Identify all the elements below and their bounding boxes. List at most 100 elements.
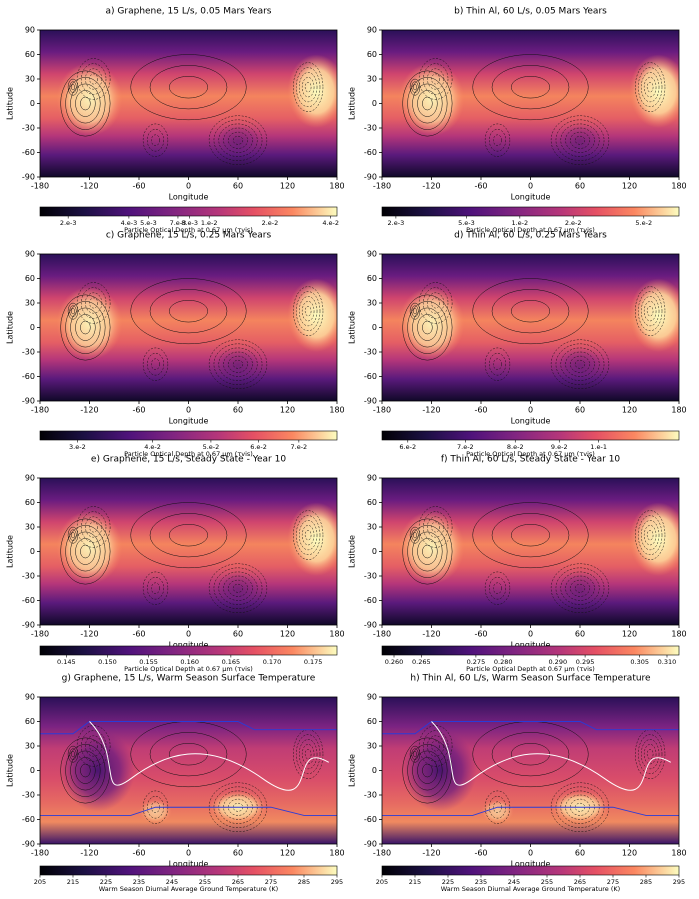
y-tick-label: -90 [22,840,35,849]
contour [301,77,315,98]
contour [637,67,663,108]
contour [142,123,169,157]
panel-title: b) Thin Al, 60 L/s, 0.05 Mars Years [454,7,607,17]
colorbar-tick-label: 225 [442,878,454,886]
y-tick-label: -30 [22,791,35,800]
map-feature [213,123,263,157]
x-tick-label: -60 [474,849,487,858]
y-tick-label: 90 [367,474,377,483]
contour [637,734,663,775]
colorbar-tick-label: 1.e-2 [201,219,218,227]
y-tick-label: -90 [364,397,377,406]
x-tick-label: -60 [474,406,487,415]
contour [60,70,111,137]
contour [295,291,321,332]
x-tick-label: 0 [528,630,533,639]
contour [555,119,605,161]
contour [301,525,315,546]
contour [413,308,417,315]
panel-title: g) Graphene, 15 L/s, Warm Season Surface… [62,674,316,684]
contour [76,506,111,548]
y-tick-label: 0 [30,99,35,108]
panel: c) Graphene, 15 L/s, 0.25 Mars Years -180… [6,231,345,459]
map-feature [287,54,337,128]
panel: a) Graphene, 15 L/s, 0.05 Mars Years -180… [6,7,345,235]
contour [151,358,160,370]
contour [85,292,103,314]
contour [565,351,595,377]
colorbar-tick-label: 225 [100,878,112,886]
map-feature [555,123,605,157]
y-tick-label: -60 [22,815,35,824]
contour [70,531,101,572]
colorbar-label: Particle Optical Depth at 0.67 µm (τvis) [466,450,595,458]
contour [411,748,419,760]
contour [418,725,453,767]
x-axis-label: Longitude [169,860,209,869]
contour [550,339,610,389]
colorbar-tick-label: 4.e-2 [322,219,339,227]
contour [412,83,443,124]
panel: d) Thin Al, 60 L/s, 0.25 Mars Years-180-… [348,231,687,459]
colorbar-tick-label: 8.e-2 [507,443,524,451]
x-tick-label: 60 [233,849,243,858]
y-axis-label: Latitude [6,87,15,120]
contour [65,77,106,130]
contour [407,77,448,130]
contour [149,513,228,558]
map-feature [629,502,679,576]
contour [304,82,312,93]
contour [147,577,164,600]
contour [407,301,448,354]
contour [218,571,258,605]
contour [69,305,77,317]
colorbar-tick-label: 215 [409,878,421,886]
contour [637,515,663,556]
colorbar-tick-label: 265 [232,878,244,886]
contour [60,294,111,361]
y-tick-label: 60 [367,717,377,726]
contour [89,521,98,533]
colorbar-tick-label: 255 [199,878,211,886]
colorbar-tick-label: 285 [298,878,310,886]
colorbar-tick-label: 205 [34,878,46,886]
y-tick-label: -30 [364,791,377,800]
colorbar-tick-label: 7.e-2 [291,443,308,451]
colorbar-tick-label: 285 [640,878,652,886]
map-feature [629,278,679,352]
panel: h) Thin Al, 60 L/s, Warm Season Surface … [348,674,687,894]
y-tick-label: 30 [25,742,35,751]
y-tick-label: -90 [364,840,377,849]
colorbar-tick-label: 7.e-2 [457,443,474,451]
contour [67,302,79,320]
y-tick-label: 0 [30,323,35,332]
contour [65,525,106,578]
colorbar [381,645,680,656]
contour [417,90,438,117]
contour [646,82,654,93]
y-tick-label: 60 [367,498,377,507]
boundary-line [40,806,337,816]
y-tick-label: 90 [367,693,377,702]
x-tick-label: -120 [422,406,440,415]
x-axis-label: Longitude [169,641,209,650]
x-tick-label: 0 [186,630,191,639]
y-tick-label: 0 [30,766,35,775]
x-axis-label: Longitude [511,641,551,650]
contour [637,291,663,332]
x-tick-label: -180 [31,406,49,415]
x-tick-label: -180 [31,630,49,639]
colorbar-tick-label: 9.e-2 [551,443,568,451]
x-tick-label: 120 [280,406,295,415]
contour [298,72,318,103]
colorbar-tick-label: 5.e-3 [140,219,157,227]
contour [228,131,248,149]
contour [646,306,654,317]
boundary-line [382,721,679,735]
colorbar [39,430,338,441]
panel: f) Thin Al, 60 L/s, Steady State - Year … [348,455,687,674]
y-tick-label: -30 [22,572,35,581]
contour [69,748,77,760]
contour [130,54,247,121]
